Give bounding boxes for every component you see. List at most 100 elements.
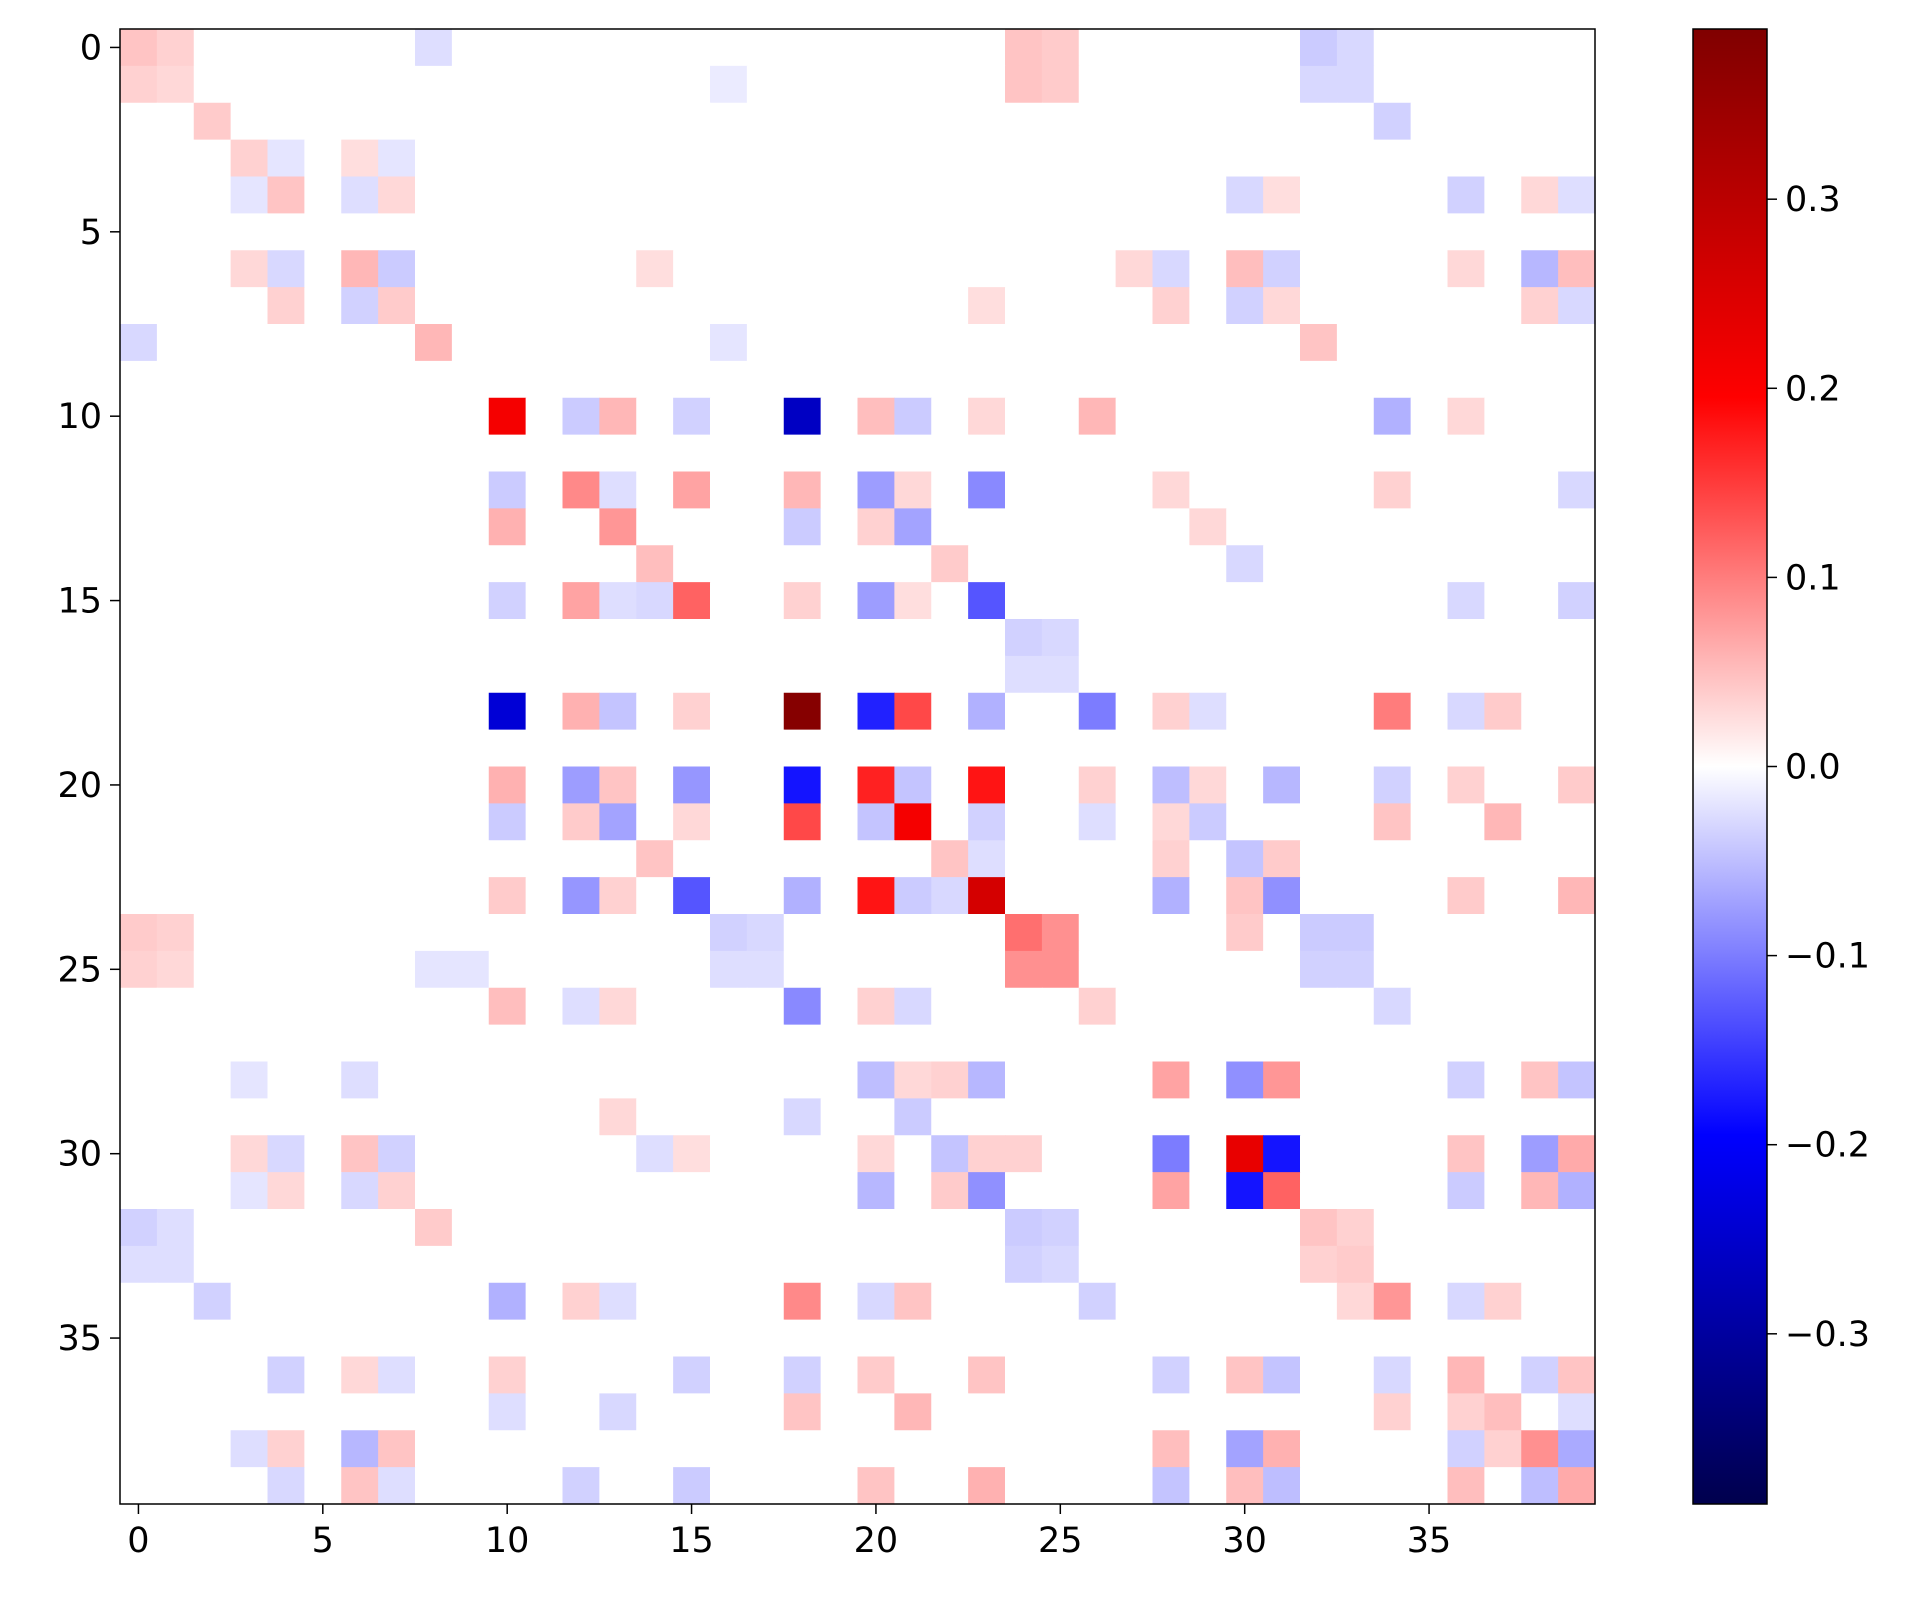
heatmap-cell <box>857 102 895 141</box>
heatmap-cell <box>1447 1356 1485 1394</box>
heatmap-cell <box>673 877 711 915</box>
heatmap-cell <box>1484 1393 1522 1431</box>
heatmap-cell <box>230 950 269 989</box>
heatmap-cell <box>156 324 195 362</box>
heatmap-cell <box>1041 655 1080 694</box>
heatmap-cell <box>1447 250 1485 288</box>
heatmap-cell <box>1226 729 1264 768</box>
heatmap-cell <box>1447 545 1485 583</box>
heatmap-cell <box>562 840 600 878</box>
heatmap-cell <box>1115 950 1154 989</box>
heatmap-cell <box>1152 1282 1190 1321</box>
heatmap-cell <box>1041 102 1080 141</box>
heatmap-cell <box>783 1467 822 1505</box>
heatmap-cell <box>894 1430 932 1468</box>
heatmap-cell <box>1373 655 1412 694</box>
heatmap-cell <box>415 434 453 473</box>
heatmap-cell <box>894 324 932 362</box>
heatmap-cell <box>415 1135 453 1173</box>
heatmap-cell <box>1521 655 1559 694</box>
heatmap-cell <box>636 139 674 178</box>
heatmap-cell <box>1152 1467 1190 1505</box>
heatmap-cell <box>746 324 785 362</box>
heatmap-cell <box>599 1430 637 1468</box>
heatmap-cell <box>1336 1393 1375 1431</box>
heatmap-cell <box>1041 65 1080 104</box>
heatmap-cell <box>156 434 195 473</box>
heatmap-cell <box>1152 1172 1190 1210</box>
heatmap-cell <box>820 397 859 436</box>
heatmap-cell <box>562 397 600 436</box>
heatmap-cell <box>1152 1061 1190 1099</box>
heatmap-cell <box>193 287 232 325</box>
heatmap-cell <box>267 250 305 288</box>
heatmap-cell <box>1041 987 1080 1026</box>
heatmap-cell <box>1484 176 1522 214</box>
heatmap-cell <box>1447 692 1485 731</box>
heatmap-cell <box>1078 1430 1117 1468</box>
heatmap-cell <box>1152 840 1190 878</box>
heatmap-cell <box>931 397 969 436</box>
heatmap-cell <box>267 1245 305 1284</box>
heatmap-cell <box>488 1282 527 1321</box>
heatmap-cell <box>451 1061 490 1099</box>
heatmap-cell <box>1558 176 1596 214</box>
heatmap-cell <box>1005 545 1043 583</box>
heatmap-cell <box>267 619 305 657</box>
heatmap-cell <box>193 1135 232 1173</box>
heatmap-cell <box>1410 1209 1449 1247</box>
heatmap-cell <box>1300 250 1338 288</box>
heatmap-cell <box>599 508 637 546</box>
heatmap-cell <box>968 582 1006 620</box>
heatmap-cell <box>120 803 158 841</box>
heatmap-cell <box>636 1209 674 1247</box>
heatmap-cell <box>1558 139 1596 178</box>
colorbar: −0.3−0.2−0.10.00.10.20.3 <box>1692 28 1870 1505</box>
heatmap-cell <box>562 29 600 67</box>
heatmap-cell <box>1521 1135 1559 1173</box>
heatmap-cell <box>1410 324 1449 362</box>
heatmap-cell <box>1078 1282 1117 1321</box>
heatmap-cell <box>894 1245 932 1284</box>
heatmap-cell <box>341 1024 379 1063</box>
heatmap-cell <box>931 102 969 141</box>
heatmap-cell <box>857 65 895 104</box>
heatmap-cell <box>378 434 416 473</box>
heatmap-cell <box>1226 287 1264 325</box>
heatmap-cell <box>341 840 379 878</box>
heatmap-cell <box>673 1319 711 1358</box>
heatmap-cell <box>1005 1245 1043 1284</box>
heatmap-cell <box>451 1172 490 1210</box>
heatmap-cell <box>120 1098 158 1136</box>
heatmap-cell <box>673 1356 711 1394</box>
heatmap-cell <box>673 250 711 288</box>
heatmap-cell <box>1189 139 1227 178</box>
heatmap-cell <box>1226 914 1264 952</box>
heatmap-cell <box>1521 1061 1559 1099</box>
heatmap-cell <box>488 1135 527 1173</box>
heatmap-cell <box>968 1209 1006 1247</box>
heatmap-cell <box>673 914 711 952</box>
heatmap-cell <box>120 1245 158 1284</box>
heatmap-cell <box>451 1282 490 1321</box>
heatmap-cell <box>230 766 269 804</box>
heatmap-cell <box>193 619 232 657</box>
heatmap-cell <box>378 508 416 546</box>
heatmap-cell <box>599 176 637 214</box>
heatmap-cell <box>1263 1098 1301 1136</box>
heatmap-cell <box>1078 1209 1117 1247</box>
heatmap-cell <box>783 840 822 878</box>
heatmap-cell <box>230 914 269 952</box>
heatmap-cell <box>599 619 637 657</box>
heatmap-cell <box>820 102 859 141</box>
heatmap-cell <box>1078 545 1117 583</box>
heatmap-cell <box>415 1430 453 1468</box>
heatmap-cell <box>1410 877 1449 915</box>
heatmap-cell <box>451 803 490 841</box>
heatmap-cell <box>304 1356 342 1394</box>
heatmap-cell <box>525 213 564 251</box>
heatmap-cell <box>562 1098 600 1136</box>
heatmap-cell <box>230 102 269 141</box>
heatmap-cell <box>156 1356 195 1394</box>
